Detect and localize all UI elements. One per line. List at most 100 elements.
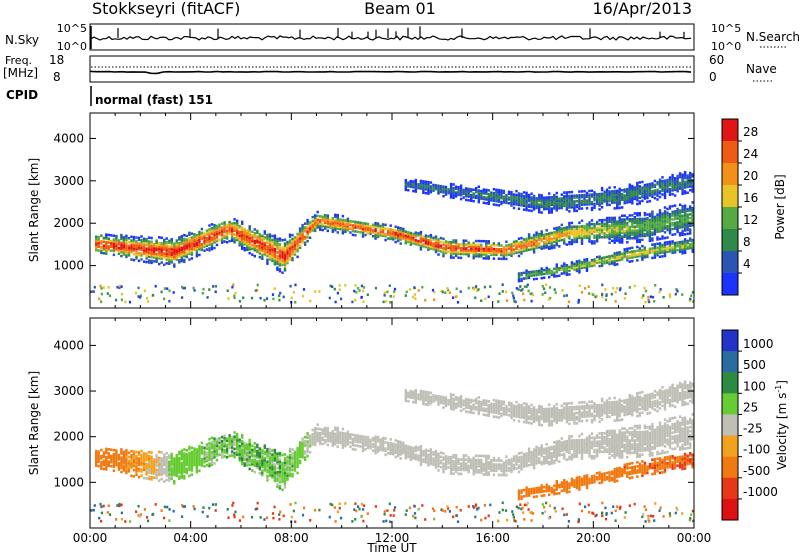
power-cell xyxy=(497,242,501,245)
velocity-cell xyxy=(296,465,299,469)
power-cell xyxy=(107,245,110,248)
power-cell xyxy=(520,202,523,205)
power-cell xyxy=(248,246,251,249)
power-cell xyxy=(653,183,657,187)
power-cell xyxy=(548,286,552,289)
power-cell xyxy=(535,231,538,234)
velocity-cell xyxy=(271,467,274,471)
power-cell xyxy=(331,219,334,222)
power-cell xyxy=(548,232,551,235)
power-cell xyxy=(140,239,143,242)
power-cell xyxy=(434,235,438,238)
power-cell xyxy=(590,202,594,206)
power-cell xyxy=(686,213,689,217)
power-cell xyxy=(676,245,679,248)
power-cell xyxy=(414,180,417,184)
power-cell xyxy=(540,203,543,207)
velocity-cell xyxy=(351,447,355,451)
power-cell xyxy=(402,237,405,240)
velocity-cell xyxy=(276,456,279,460)
power-cell xyxy=(618,235,621,239)
power-cell xyxy=(611,235,614,239)
velocity-cell xyxy=(130,466,133,469)
velocity-cell xyxy=(248,438,251,442)
power-cell xyxy=(507,202,511,205)
power-cell xyxy=(573,236,576,240)
power-cell xyxy=(273,253,277,257)
power-cell xyxy=(691,248,694,252)
power-cell xyxy=(117,243,121,246)
velocity-cell xyxy=(379,438,382,441)
power-cell xyxy=(198,242,201,245)
velocity-cell xyxy=(366,440,370,443)
power-cell xyxy=(205,242,209,246)
power-cell xyxy=(666,224,669,228)
power-cell xyxy=(613,257,616,261)
power-cell xyxy=(575,227,579,230)
power-cell xyxy=(263,232,266,235)
velocity-cell xyxy=(424,454,428,458)
power-cell xyxy=(444,187,448,191)
velocity-cell xyxy=(296,461,299,464)
power-cell xyxy=(515,189,518,193)
velocity-cell xyxy=(266,470,269,474)
power-cell xyxy=(266,247,269,250)
power-cell xyxy=(646,224,649,228)
power-cell xyxy=(671,240,674,243)
power-cell xyxy=(666,236,669,239)
velocity-cell xyxy=(225,455,229,459)
power-cell xyxy=(112,246,116,249)
power-cell xyxy=(522,245,526,249)
power-cell xyxy=(661,247,664,251)
power-cell xyxy=(568,235,571,238)
power-cell xyxy=(128,300,132,304)
power-cell xyxy=(246,237,249,240)
power-cell xyxy=(668,230,672,233)
power-cell xyxy=(185,253,188,257)
velocity-cell xyxy=(291,472,294,476)
power-cell xyxy=(266,237,269,241)
velocity-cell xyxy=(215,446,219,450)
velocity-cell xyxy=(198,449,201,452)
power-cell xyxy=(125,248,128,251)
power-cell xyxy=(424,191,428,195)
power-cell xyxy=(662,296,665,299)
velocity-cell xyxy=(261,455,264,458)
power-cell xyxy=(681,250,684,253)
power-cell xyxy=(497,192,501,196)
power-cell xyxy=(654,284,657,287)
power-cell xyxy=(346,223,350,226)
power-cell xyxy=(90,290,93,293)
velocity-cell xyxy=(293,469,297,472)
velocity-cell xyxy=(301,443,304,447)
power-cell xyxy=(601,292,604,296)
power-cell xyxy=(218,229,221,232)
power-cell xyxy=(208,228,211,231)
power-cell xyxy=(198,230,201,234)
power-cell xyxy=(112,253,116,257)
power-cell xyxy=(553,234,556,238)
velocity-cell xyxy=(175,454,178,457)
power-cell xyxy=(686,181,689,185)
velocity-cell xyxy=(291,448,294,451)
power-cell xyxy=(678,172,682,175)
power-cell xyxy=(233,225,236,229)
power-cell xyxy=(97,235,100,239)
power-cell xyxy=(173,253,176,257)
power-cell xyxy=(168,258,171,262)
velocity-cell xyxy=(220,439,224,443)
power-cell xyxy=(97,243,100,247)
velocity-cell xyxy=(185,461,188,465)
power-cell xyxy=(135,251,138,255)
power-colorbar-swatch xyxy=(722,185,738,208)
velocity-cell xyxy=(293,467,297,470)
power-cell xyxy=(653,243,657,246)
power-cell xyxy=(266,258,269,262)
cpid-value: normal (fast) 151 xyxy=(95,93,213,107)
velocity-cell xyxy=(125,453,128,456)
velocity-cell xyxy=(112,459,116,462)
power-cell xyxy=(485,245,488,249)
power-cell xyxy=(145,251,148,254)
power-cell xyxy=(253,254,256,258)
velocity-cell xyxy=(230,443,234,447)
